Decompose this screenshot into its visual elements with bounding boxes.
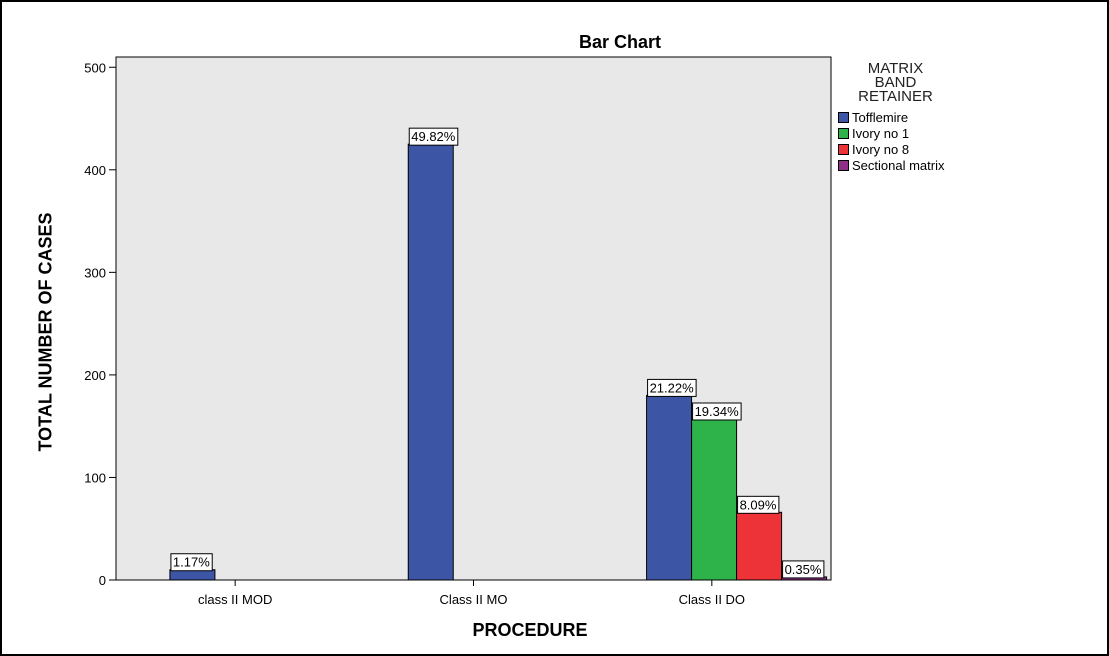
legend: MATRIX BAND RETAINER Tofflemire Ivory no … bbox=[838, 60, 1028, 173]
x-tick-label: Class II DO bbox=[679, 592, 745, 607]
legend-swatch bbox=[838, 111, 849, 123]
legend-swatch bbox=[838, 127, 849, 139]
data-label: 49.82% bbox=[408, 127, 459, 146]
legend-items: Tofflemire Ivory no 1 Ivory no 8 Sectional … bbox=[838, 109, 1028, 173]
data-label-text: 21.22% bbox=[650, 380, 695, 395]
legend-label: Ivory no 1 bbox=[852, 125, 910, 141]
y-tick-label: 200 bbox=[84, 368, 106, 383]
y-tick-label: 100 bbox=[84, 470, 106, 485]
data-label-box bbox=[647, 378, 697, 397]
legend-title: MATRIX BAND RETAINER bbox=[838, 60, 953, 105]
bar bbox=[169, 569, 216, 581]
data-label-box bbox=[692, 402, 742, 421]
x-tick-label: class II MOD bbox=[198, 592, 272, 607]
legend-swatch bbox=[838, 159, 849, 171]
data-label-text: 8.09% bbox=[740, 497, 777, 512]
legend-swatch bbox=[838, 143, 849, 155]
legend-item: Tofflemire bbox=[838, 109, 1028, 125]
legend-item: Ivory no 8 bbox=[838, 141, 1028, 157]
y-tick-label: 300 bbox=[84, 265, 106, 280]
chart-title: Bar Chart bbox=[578, 32, 662, 52]
data-label: 1.17% bbox=[170, 553, 213, 572]
y-tick-label: 500 bbox=[84, 60, 106, 75]
data-label: 8.09% bbox=[737, 495, 780, 514]
y-axis: 0 100 200 300 400 500 bbox=[84, 60, 116, 588]
data-label-box bbox=[408, 127, 459, 146]
legend-title-line: BAND bbox=[874, 74, 917, 91]
data-labels: 1.17% 49.82% 21.22%19.34% 8.09% 0.35% bbox=[170, 127, 825, 579]
data-label-text: 19.34% bbox=[695, 404, 740, 419]
legend-item: Ivory no 1 bbox=[838, 125, 1028, 141]
data-label: 21.22% bbox=[647, 378, 697, 397]
data-label-box bbox=[782, 560, 825, 579]
x-axis: class II MOD Class II MO Class II DO bbox=[198, 580, 745, 607]
legend-item: Sectional matrix bbox=[838, 157, 1028, 173]
y-axis-title: TOTAL NUMBER OF CASES bbox=[35, 212, 56, 452]
legend-title-line: RETAINER bbox=[858, 88, 933, 105]
x-tick-label: Class II MO bbox=[440, 592, 508, 607]
y-tick-label: 0 bbox=[99, 573, 106, 588]
bar bbox=[691, 418, 738, 581]
bars bbox=[169, 143, 828, 581]
data-label-text: 0.35% bbox=[785, 562, 822, 577]
data-label-text: 49.82% bbox=[411, 129, 456, 144]
bar bbox=[736, 511, 783, 581]
legend-label: Ivory no 8 bbox=[852, 141, 910, 157]
legend-title-line: MATRIX bbox=[867, 60, 924, 77]
data-label-text: 1.17% bbox=[173, 555, 210, 570]
data-label-box bbox=[737, 495, 780, 514]
data-label: 19.34% bbox=[692, 402, 742, 421]
legend-label: Sectional matrix bbox=[852, 157, 945, 173]
x-axis-title: PROCEDURE bbox=[472, 620, 588, 640]
y-tick-label: 400 bbox=[84, 163, 106, 178]
data-label: 0.35% bbox=[782, 560, 825, 579]
bar bbox=[407, 143, 454, 581]
bar bbox=[646, 394, 693, 581]
data-label-box bbox=[170, 553, 213, 572]
legend-label: Tofflemire bbox=[852, 109, 909, 125]
